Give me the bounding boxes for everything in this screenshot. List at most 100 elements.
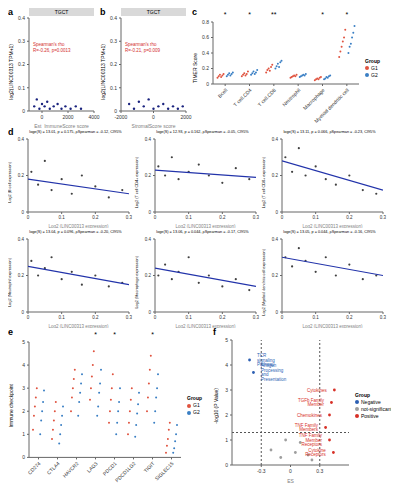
- svg-text:Log2 (LINC00313 expression): Log2 (LINC00313 expression): [302, 324, 363, 328]
- svg-text:0: 0: [206, 81, 209, 87]
- svg-text:0.3: 0.3: [253, 215, 260, 220]
- svg-text:0.4: 0.4: [145, 237, 152, 242]
- svg-text:0: 0: [114, 108, 117, 114]
- svg-text:Log2 (LINC00313 expression): Log2 (LINC00313 expression): [302, 224, 363, 228]
- svg-text:**: **: [271, 11, 277, 18]
- svg-text:Neutrophil: Neutrophil: [281, 87, 301, 107]
- svg-text:TIGIT: TIGIT: [142, 460, 155, 473]
- svg-text:0.4: 0.4: [272, 137, 279, 142]
- svg-text:5: 5: [22, 339, 25, 345]
- svg-text:0.4: 0.4: [18, 237, 25, 242]
- svg-text:0.4: 0.4: [202, 50, 209, 56]
- svg-text:1: 1: [22, 431, 25, 437]
- svg-text:T cell.CD4: T cell.CD4: [232, 87, 253, 108]
- svg-text:*: *: [151, 331, 154, 338]
- svg-text:0.3: 0.3: [316, 468, 323, 474]
- svg-text:0.2: 0.2: [272, 173, 279, 178]
- svg-text:0: 0: [21, 310, 24, 315]
- svg-text:Est_ImmuneScore score: Est_ImmuneScore score: [34, 123, 89, 128]
- svg-text:0: 0: [22, 108, 25, 114]
- svg-text:0: 0: [154, 315, 157, 320]
- svg-text:Log2 (LINC00313 expression): Log2 (LINC00313 expression): [48, 224, 109, 228]
- svg-text:0.2: 0.2: [272, 273, 279, 278]
- svg-text:0.3: 0.3: [126, 215, 133, 220]
- svg-text:4000: 4000: [88, 114, 99, 120]
- svg-text:0.3: 0.3: [110, 38, 117, 44]
- svg-text:0.2: 0.2: [346, 215, 353, 220]
- svg-text:0: 0: [225, 462, 228, 468]
- svg-text:*: *: [345, 11, 348, 18]
- svg-text:0.2: 0.2: [145, 173, 152, 178]
- svg-text:Myeloid dendritic cell: Myeloid dendritic cell: [313, 87, 350, 124]
- svg-text:0.4: 0.4: [18, 137, 25, 142]
- svg-text:PDCD1: PDCD1: [101, 460, 117, 476]
- svg-text:0: 0: [275, 310, 278, 315]
- svg-text:0.4: 0.4: [145, 137, 152, 142]
- svg-text:0.2: 0.2: [18, 273, 25, 278]
- svg-text:*: *: [113, 331, 116, 338]
- svg-text:4: 4: [225, 362, 228, 368]
- svg-text:AntigenProcessingandPresentati: AntigenProcessingandPresentation: [261, 363, 287, 382]
- svg-text:0.1: 0.1: [58, 315, 65, 320]
- svg-text:0.1: 0.1: [185, 315, 192, 320]
- svg-text:LAG3: LAG3: [85, 460, 98, 473]
- svg-text:Cytokines: Cytokines: [307, 388, 328, 393]
- svg-text:0.1: 0.1: [58, 215, 65, 220]
- svg-text:ES: ES: [287, 478, 294, 483]
- svg-text:0.2: 0.2: [219, 315, 226, 320]
- svg-text:2: 2: [225, 412, 228, 418]
- svg-text:0.1: 0.1: [18, 85, 25, 91]
- svg-text:Chemokines: Chemokines: [297, 413, 323, 418]
- svg-text:0.3: 0.3: [18, 38, 25, 44]
- svg-text:0.1: 0.1: [312, 315, 319, 320]
- svg-text:3: 3: [225, 387, 228, 393]
- svg-text:0.2: 0.2: [346, 315, 353, 320]
- svg-text:0: 0: [154, 215, 157, 220]
- svg-text:Log2 (LINC00313 expression): Log2 (LINC00313 expression): [175, 324, 236, 328]
- svg-text:CD274: CD274: [26, 460, 41, 475]
- svg-text:0.3: 0.3: [380, 315, 387, 320]
- svg-text:0.4: 0.4: [110, 16, 117, 21]
- svg-text:0.2: 0.2: [202, 65, 209, 71]
- svg-text:0.8: 0.8: [202, 19, 209, 25]
- svg-text:*: *: [321, 11, 324, 18]
- svg-text:3: 3: [22, 385, 25, 391]
- svg-text:0: 0: [281, 215, 284, 220]
- svg-text:0.2: 0.2: [110, 61, 117, 67]
- svg-text:0.3: 0.3: [253, 315, 260, 320]
- svg-text:2: 2: [22, 408, 25, 414]
- svg-text:0.2: 0.2: [219, 215, 226, 220]
- svg-text:0: 0: [21, 210, 24, 215]
- svg-text:0.4: 0.4: [18, 16, 25, 21]
- svg-text:Bcell: Bcell: [216, 87, 228, 99]
- svg-text:0: 0: [27, 315, 30, 320]
- svg-text:0: 0: [27, 215, 30, 220]
- svg-text:0.3: 0.3: [380, 215, 387, 220]
- svg-text:T cell.CD8: T cell.CD8: [256, 87, 277, 108]
- svg-text:5: 5: [225, 337, 228, 343]
- svg-text:2000: 2000: [62, 114, 73, 120]
- svg-text:0.2: 0.2: [92, 315, 99, 320]
- svg-text:0.1: 0.1: [312, 215, 319, 220]
- svg-text:Macrophage: Macrophage: [302, 87, 326, 111]
- svg-text:*: *: [94, 331, 97, 338]
- svg-text:0.3: 0.3: [126, 315, 133, 320]
- svg-text:0: 0: [281, 315, 284, 320]
- svg-text:0.1: 0.1: [185, 215, 192, 220]
- svg-text:PDCD1LG2: PDCD1LG2: [114, 460, 137, 483]
- svg-text:0: 0: [22, 454, 25, 460]
- svg-text:0: 0: [152, 114, 155, 120]
- svg-text:StromalScore score: StromalScore score: [132, 123, 176, 128]
- svg-text:Log2 (LINC00313 expression): Log2 (LINC00313 expression): [48, 324, 109, 328]
- svg-text:0.2: 0.2: [18, 173, 25, 178]
- svg-text:0: 0: [41, 114, 44, 120]
- svg-text:Log2 (LINC00313 expression): Log2 (LINC00313 expression): [175, 224, 236, 228]
- svg-text:TNF FamilyMembers: TNF FamilyMembers: [295, 423, 319, 433]
- svg-text:0.2: 0.2: [145, 273, 152, 278]
- svg-text:-2000: -2000: [115, 114, 128, 120]
- svg-text:TNF FamilyMemberReceptors: TNF FamilyMemberReceptors: [299, 433, 323, 447]
- svg-text:0.2: 0.2: [18, 61, 25, 67]
- svg-text:4: 4: [22, 362, 25, 368]
- svg-text:*: *: [248, 11, 251, 18]
- svg-text:0.4: 0.4: [272, 237, 279, 242]
